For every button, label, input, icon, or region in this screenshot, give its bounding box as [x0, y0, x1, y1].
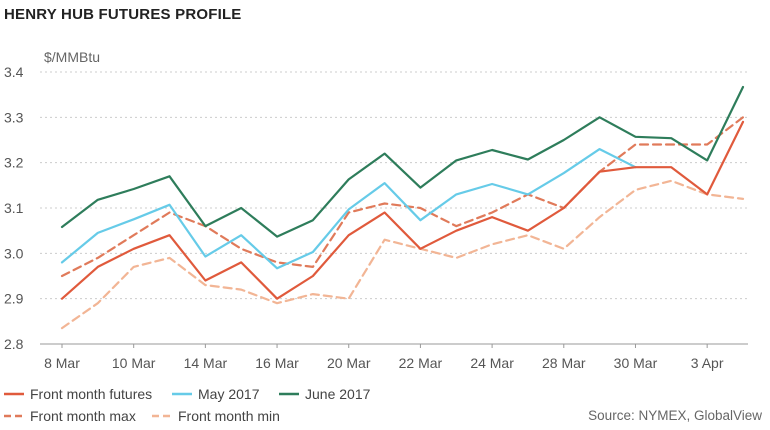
x-tick-label: 8 Mar	[44, 355, 80, 371]
x-tick-label: 24 Mar	[470, 355, 514, 371]
y-tick-label: 3.3	[4, 109, 24, 125]
x-tick-label: 22 Mar	[399, 355, 443, 371]
series-line-front-month-max	[60, 116, 745, 278]
x-tick-label: 10 Mar	[112, 355, 156, 371]
y-tick-label: 3.0	[4, 245, 24, 261]
legend-item-front-month-futures: Front month futures	[4, 386, 152, 402]
legend-item-june-2017: June 2017	[279, 386, 370, 402]
legend-label: Front month max	[30, 408, 136, 424]
legend-item-may-2017: May 2017	[172, 386, 259, 402]
y-tick-label: 3.1	[4, 200, 24, 216]
x-tick-label: 28 Mar	[542, 355, 586, 371]
chart-title: HENRY HUB FUTURES PROFILE	[4, 6, 242, 23]
legend-item-front-month-min: Front month min	[152, 408, 280, 424]
series-line-front-month-futures	[60, 120, 745, 300]
source-note: Source: NYMEX, GlobalView	[588, 408, 762, 423]
series-line-june-2017	[60, 85, 745, 238]
legend-label: June 2017	[305, 386, 371, 402]
legend-label: Front month min	[178, 408, 280, 424]
x-tick-label: 16 Mar	[255, 355, 299, 371]
x-tick-label: 30 Mar	[614, 355, 658, 371]
series-line-may-2017	[60, 148, 637, 270]
y-axis-label: $/MMBtu	[44, 49, 100, 65]
y-tick-label: 2.9	[4, 291, 24, 307]
x-tick-label: 14 Mar	[184, 355, 228, 371]
line-chart: 2.8 2.9 3.0 3.1 3.2 3.3 3.4 $/MMBtu 8 Mar 10 Mar 1…	[4, 49, 748, 371]
legend-item-front-month-max: Front month max	[4, 408, 136, 424]
series-line-front-month-min	[60, 179, 745, 330]
x-tick-label: 3 Apr	[691, 355, 724, 371]
legend-label: May 2017	[198, 386, 260, 402]
legend-label: Front month futures	[30, 386, 153, 402]
y-tick-label: 3.2	[4, 155, 24, 171]
x-tick-label: 20 Mar	[327, 355, 371, 371]
y-tick-label: 3.4	[4, 64, 24, 80]
y-tick-label: 2.8	[4, 336, 24, 352]
